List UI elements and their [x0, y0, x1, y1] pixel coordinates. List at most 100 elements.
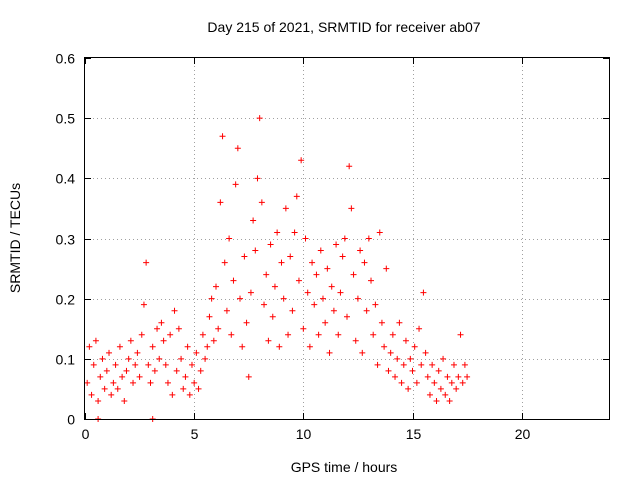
data-point — [178, 355, 185, 362]
data-point — [145, 361, 152, 368]
data-point — [435, 367, 442, 374]
data-point — [267, 241, 274, 248]
data-point — [223, 307, 230, 314]
y-tick-label: 0.1 — [56, 352, 76, 368]
data-point — [263, 271, 270, 278]
x-tick-label: 20 — [515, 426, 531, 442]
data-point — [188, 361, 195, 368]
data-point — [175, 325, 182, 332]
data-point — [313, 271, 320, 278]
x-tick-label: 0 — [82, 426, 90, 442]
data-point — [199, 331, 206, 338]
data-point — [282, 205, 289, 212]
data-point — [106, 349, 113, 356]
data-point — [234, 145, 241, 152]
data-point — [119, 373, 126, 380]
data-point — [116, 343, 123, 350]
data-point — [370, 331, 377, 338]
data-point — [180, 385, 187, 392]
data-point — [164, 379, 171, 386]
data-point — [426, 391, 433, 398]
data-point — [409, 367, 416, 374]
data-point — [433, 397, 440, 404]
data-point — [173, 367, 180, 374]
data-point — [413, 379, 420, 386]
data-point — [411, 343, 418, 350]
data-point — [304, 289, 311, 296]
data-point — [112, 361, 119, 368]
data-point — [374, 361, 381, 368]
data-point — [385, 367, 392, 374]
data-point — [346, 163, 353, 170]
data-point — [202, 355, 209, 362]
data-point — [237, 295, 244, 302]
data-point — [429, 361, 436, 368]
data-point — [431, 379, 438, 386]
data-point — [291, 229, 298, 236]
data-point — [84, 379, 91, 386]
data-point — [156, 355, 163, 362]
data-point — [420, 289, 427, 296]
y-axis-label: SRMTID / TECUs — [7, 183, 23, 293]
data-point — [243, 319, 250, 326]
data-point — [182, 373, 189, 380]
data-point — [459, 379, 466, 386]
data-point — [437, 385, 444, 392]
data-point — [274, 229, 281, 236]
data-point — [341, 235, 348, 242]
data-point — [361, 259, 368, 266]
data-point — [147, 379, 154, 386]
data-point — [206, 313, 213, 320]
data-point — [271, 283, 278, 290]
data-point — [123, 367, 130, 374]
y-tick-label: 0.3 — [56, 232, 76, 248]
data-point — [278, 259, 285, 266]
data-point — [450, 361, 457, 368]
data-point — [444, 373, 451, 380]
data-point — [387, 349, 394, 356]
data-point — [300, 325, 307, 332]
data-point — [210, 337, 217, 344]
data-point — [381, 343, 388, 350]
data-point — [354, 295, 361, 302]
data-point — [326, 349, 333, 356]
data-point — [383, 265, 390, 272]
data-point — [149, 343, 156, 350]
data-point — [158, 319, 165, 326]
data-point — [193, 349, 200, 356]
data-point — [302, 235, 309, 242]
data-point — [95, 397, 102, 404]
data-point — [398, 379, 405, 386]
data-point — [464, 373, 471, 380]
data-point — [169, 391, 176, 398]
data-point — [287, 253, 294, 260]
data-point — [254, 175, 261, 182]
data-point — [219, 133, 226, 140]
data-point — [276, 343, 283, 350]
data-point — [392, 373, 399, 380]
data-point — [344, 313, 350, 320]
data-point — [195, 385, 202, 392]
y-tick-label: 0 — [67, 412, 75, 428]
data-point — [110, 379, 117, 386]
data-point — [269, 313, 276, 320]
data-point — [453, 385, 460, 392]
data-point — [256, 115, 263, 122]
data-point — [221, 259, 228, 266]
data-point — [208, 295, 215, 302]
y-tick-label: 0.4 — [56, 171, 76, 187]
data-point — [162, 361, 169, 368]
data-point — [90, 361, 97, 368]
data-point — [252, 247, 259, 254]
data-point — [378, 319, 385, 326]
data-point — [457, 331, 464, 338]
data-point — [160, 337, 167, 344]
data-point — [215, 325, 222, 332]
data-point — [363, 307, 370, 314]
data-point — [315, 331, 322, 338]
data-point — [217, 199, 224, 206]
data-point — [228, 331, 235, 338]
data-point — [448, 379, 455, 386]
data-point — [324, 265, 331, 272]
data-point — [86, 343, 93, 350]
